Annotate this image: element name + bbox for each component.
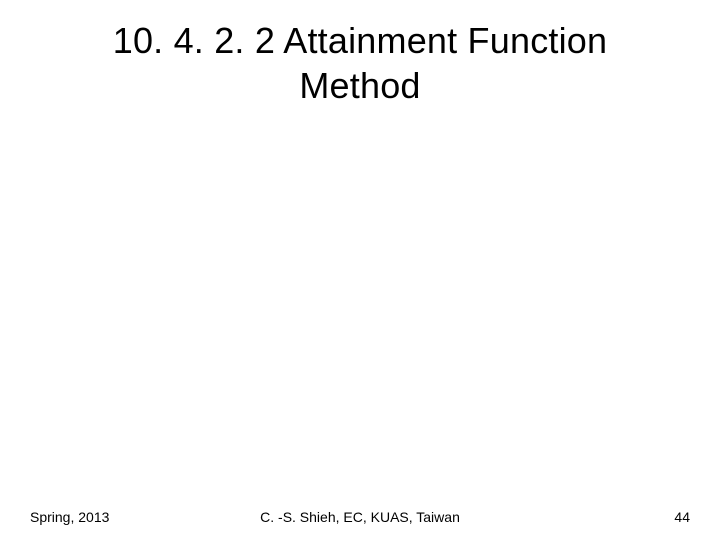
slide-title: 10. 4. 2. 2 Attainment Function Method bbox=[0, 18, 720, 108]
footer-center-text: C. -S. Shieh, EC, KUAS, Taiwan bbox=[0, 510, 720, 524]
title-line-1: 10. 4. 2. 2 Attainment Function bbox=[113, 20, 608, 61]
footer-page-number: 44 bbox=[674, 510, 690, 524]
slide: 10. 4. 2. 2 Attainment Function Method S… bbox=[0, 0, 720, 540]
title-line-2: Method bbox=[299, 65, 420, 106]
